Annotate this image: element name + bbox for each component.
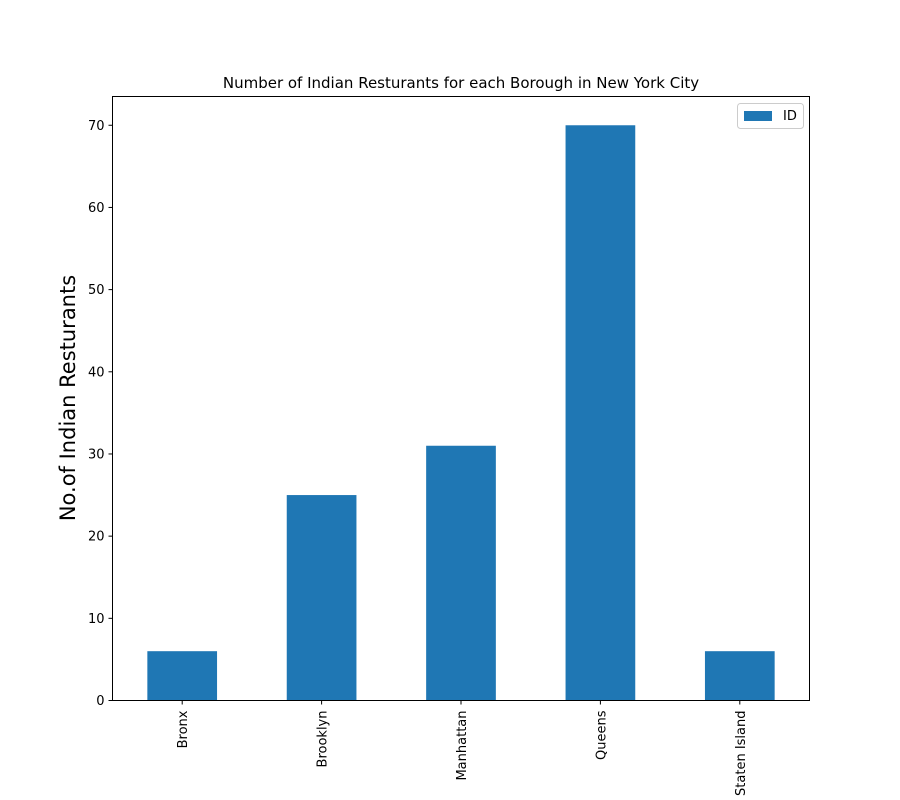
legend-swatch xyxy=(744,111,772,121)
x-axis: Bronx Brooklyn Manhattan Queens Staten Islan… xyxy=(176,700,749,796)
x-tick-label: Bronx xyxy=(176,710,191,748)
bar-queens xyxy=(565,125,636,701)
y-tick-label: 10 xyxy=(88,612,105,627)
y-tick-label: 60 xyxy=(88,201,105,216)
bar-brooklyn xyxy=(286,495,357,701)
bar-bronx xyxy=(147,651,218,701)
x-tick-label: Staten Island xyxy=(734,711,749,796)
legend: ID xyxy=(737,103,804,129)
y-tick-label: 50 xyxy=(88,283,105,298)
y-tick-label: 30 xyxy=(88,447,105,462)
y-tick-label: 70 xyxy=(88,119,105,134)
y-tick-label: 40 xyxy=(88,365,105,380)
y-tick-label: 20 xyxy=(88,530,105,545)
x-tick-label: Brooklyn xyxy=(316,711,331,768)
chart-title: Number of Indian Resturants for each Bor… xyxy=(223,74,699,92)
bar-staten-island xyxy=(704,651,775,701)
y-axis-label: No.of Indian Resturants xyxy=(56,275,80,521)
bars-group xyxy=(147,125,775,701)
legend-entry-label: ID xyxy=(783,109,797,124)
x-tick-label: Manhattan xyxy=(455,711,470,781)
plot-frame xyxy=(112,96,810,701)
x-tick-label: Queens xyxy=(594,710,609,760)
y-tick-label: 0 xyxy=(96,694,104,709)
y-axis: 0 10 20 30 40 50 60 70 xyxy=(88,119,113,709)
bar-manhattan xyxy=(426,445,496,701)
